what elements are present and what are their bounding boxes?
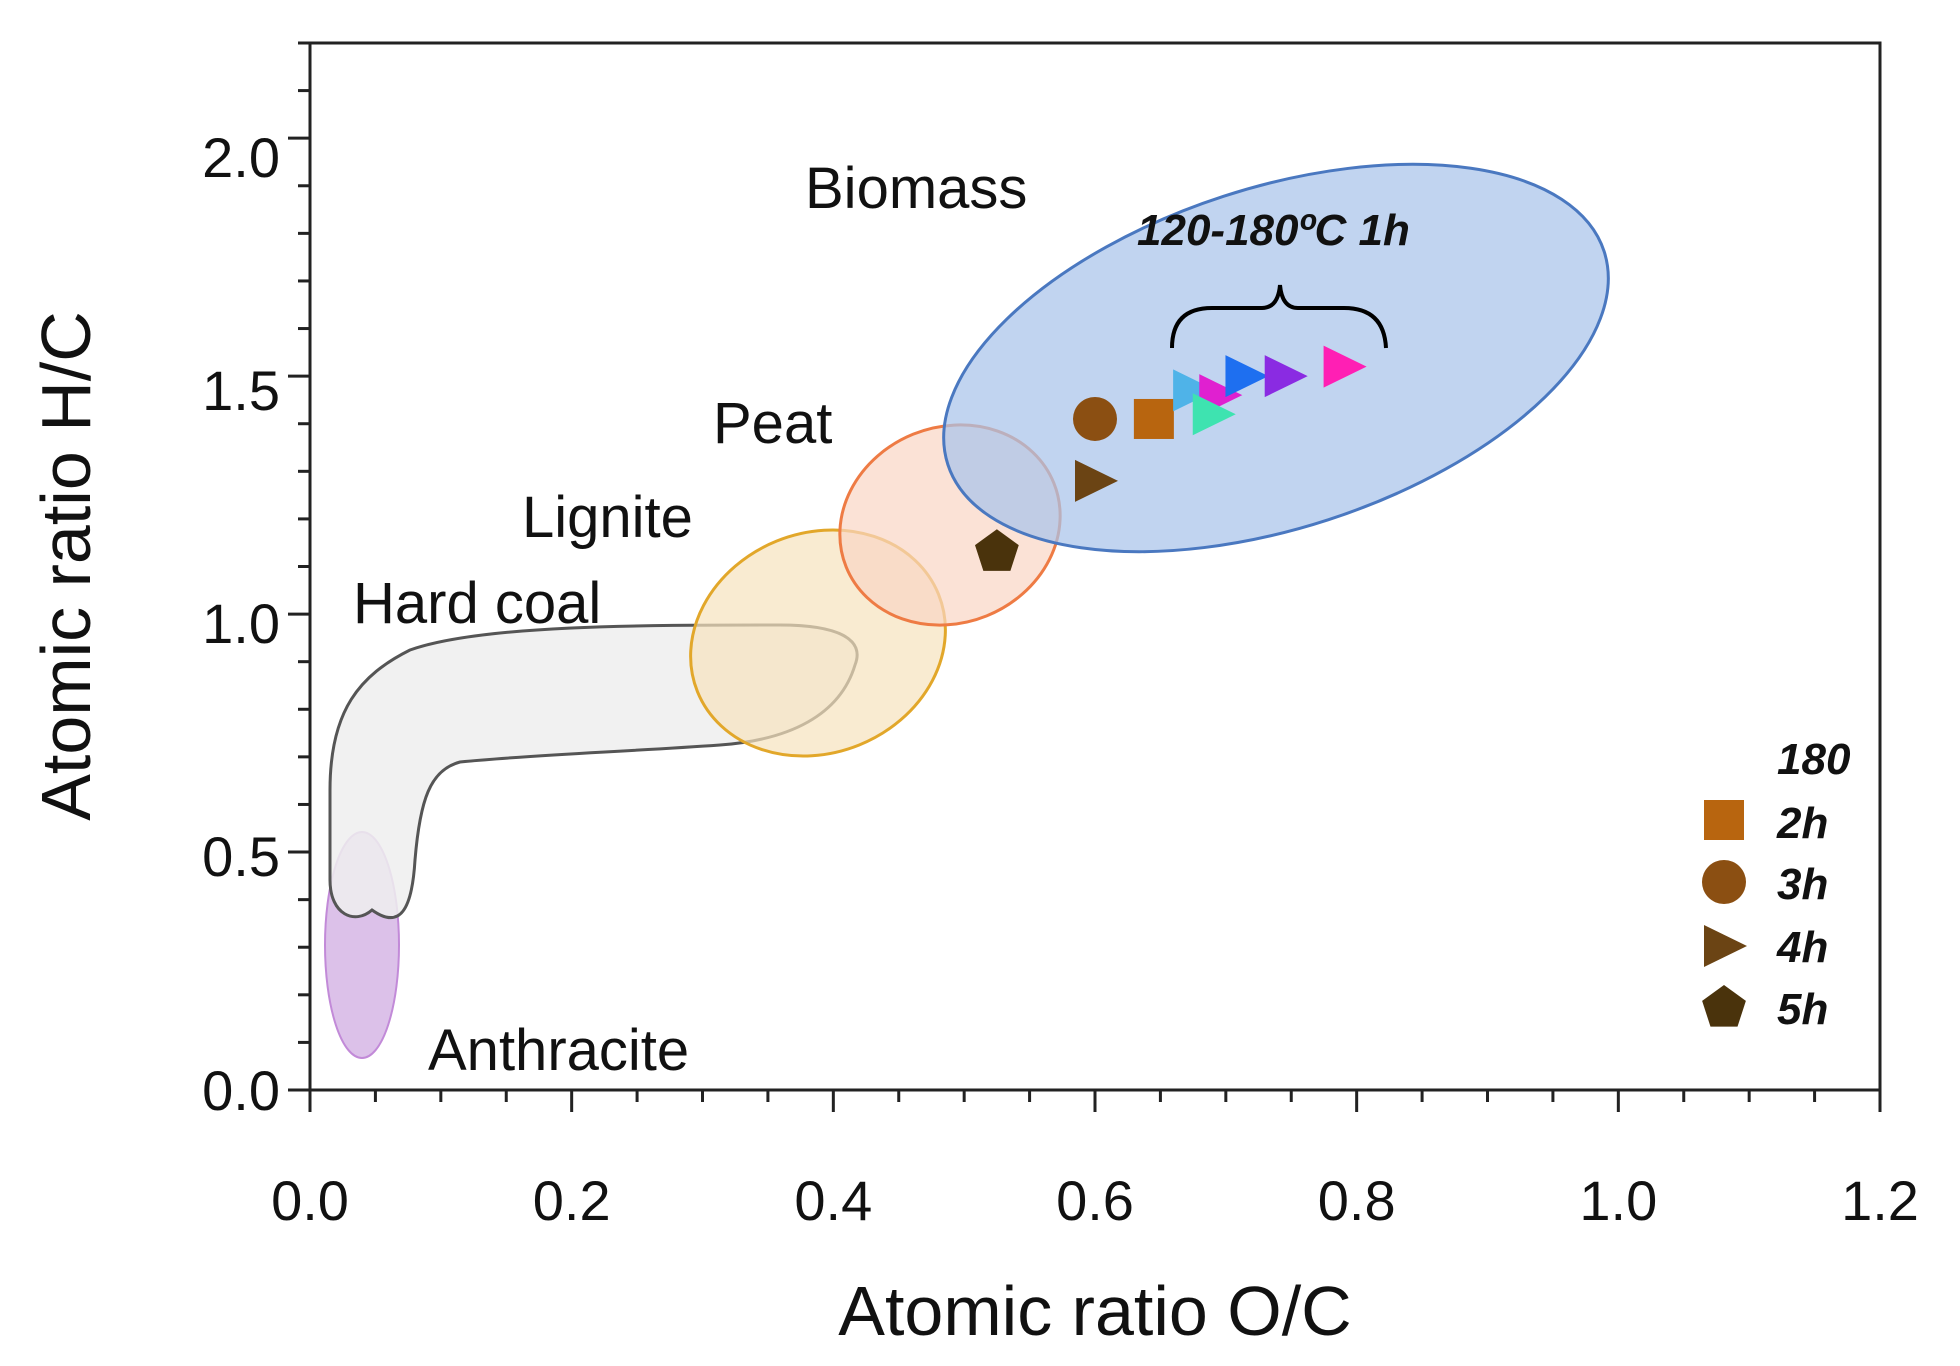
x-tick-label: 1.2 (1841, 1169, 1919, 1232)
region-biomass (942, 162, 1610, 554)
axes (288, 41, 1882, 1112)
point-180-3h (1073, 396, 1117, 441)
legend-label-2h: 2h (1776, 799, 1828, 848)
y-tick-label: 0.0 (202, 1059, 280, 1122)
y-tick-label: 2.0 (202, 126, 280, 189)
legend-marker-3h (1702, 860, 1746, 904)
label-peat: Peat (713, 391, 832, 456)
legend-label-4h: 4h (1776, 923, 1828, 972)
point-180-2h (1133, 398, 1174, 439)
label-anthracite: Anthracite (428, 1018, 689, 1083)
y-tick-label: 1.5 (202, 359, 280, 422)
point-1h-5 (1264, 355, 1308, 398)
legend-markers (1702, 800, 1747, 1027)
point-180-5h (975, 529, 1019, 571)
regions (324, 162, 1610, 1059)
y-ticks (288, 41, 310, 1092)
x-tick-label: 0.6 (1056, 1169, 1134, 1232)
x-tick-label: 0.2 (533, 1169, 611, 1232)
label-biomass: Biomass (805, 156, 1027, 221)
legend-title: 180 (1777, 735, 1851, 784)
legend-marker-2h (1704, 800, 1744, 840)
x-tick-label: 0.8 (1318, 1169, 1396, 1232)
annotation-brace (1170, 284, 1388, 349)
x-tick-label: 1.0 (1579, 1169, 1657, 1232)
legend-marker-4h (1704, 925, 1747, 967)
legend-marker-5h (1702, 985, 1746, 1027)
x-tick-label: 0.0 (271, 1169, 349, 1232)
point-180-4h (1075, 459, 1118, 502)
x-tick-labels: 0.0 0.2 0.4 0.6 0.8 1.0 1.2 (271, 1169, 1919, 1232)
legend: 180 2h 3h 4h 5h (1702, 735, 1851, 1034)
annotation-text: 120-180ºC 1h (1137, 206, 1410, 255)
y-tick-label: 1.0 (202, 592, 280, 655)
x-axis-title: Atomic ratio O/C (838, 1272, 1351, 1350)
point-1h-3 (1192, 393, 1236, 436)
data-points (975, 345, 1367, 571)
plot-frame (308, 41, 1882, 1092)
x-tick-label: 0.4 (794, 1169, 872, 1232)
point-1h-6 (1323, 345, 1367, 388)
label-hard-coal: Hard coal (353, 571, 601, 636)
legend-label-5h: 5h (1777, 985, 1828, 1034)
y-tick-label: 0.5 (202, 825, 280, 888)
legend-label-3h: 3h (1777, 860, 1828, 909)
y-axis-title: Atomic ratio H/C (27, 311, 105, 821)
x-ticks (308, 1090, 1882, 1112)
point-1h-1 (1173, 369, 1217, 412)
y-tick-labels: 0.0 0.5 1.0 1.5 2.0 (202, 126, 280, 1122)
label-lignite: Lignite (522, 485, 693, 550)
point-1h-4 (1225, 355, 1269, 398)
